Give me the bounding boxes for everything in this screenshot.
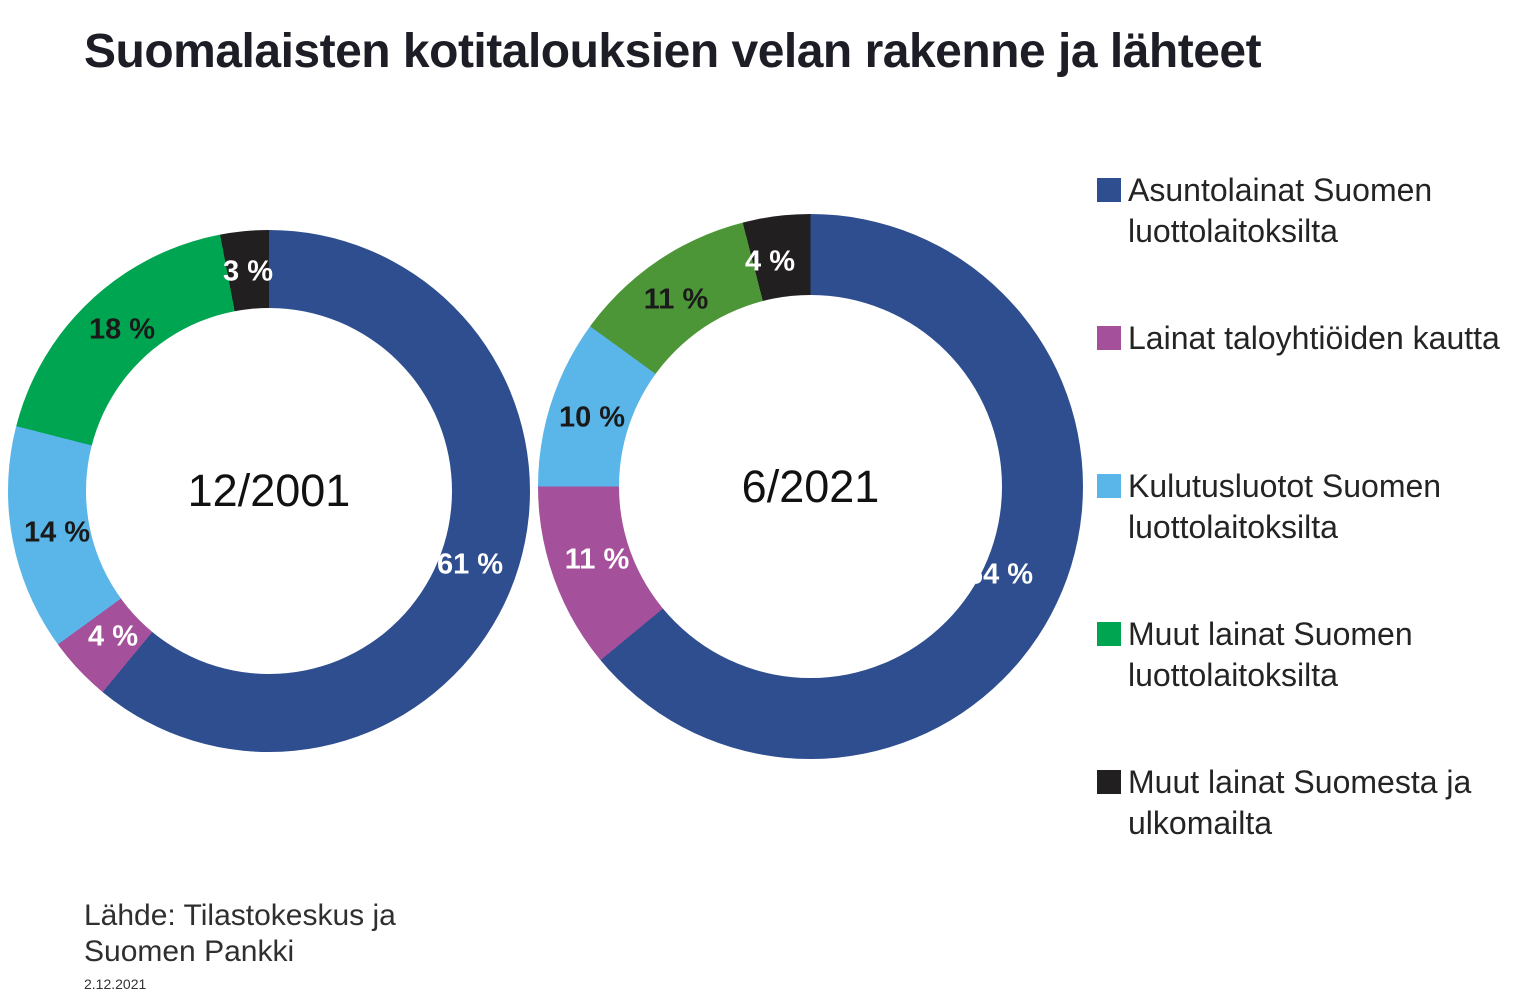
legend-item-taloyhtiolainat: Lainat taloyhtiöiden kautta — [1097, 318, 1510, 359]
legend-label-muut-suomesta-ulkomailta: Muut lainat Suomesta ja ulkomailta — [1128, 764, 1472, 841]
legend-swatch-blue-icon — [1097, 178, 1121, 202]
donut-chart-6-2021: 6/2021 64 % 11 % 10 % 11 % 4 % — [538, 214, 1083, 759]
slice-label-kulutusluotot: 14 % — [23, 516, 91, 549]
date-note: 2.12.2021 — [84, 976, 147, 992]
donut-center-label-6-2021: 6/2021 — [741, 460, 880, 512]
slice-label-muut-suomesta-ulkomailta: 4 % — [745, 245, 795, 278]
legend-item-muut-lainat: Muut lainat Suomen luottolaitoksilta — [1097, 614, 1510, 696]
legend-item-muut-suomesta-ulkomailta: Muut lainat Suomesta ja ulkomailta — [1097, 762, 1510, 844]
donut-chart-12-2001: 12/2001 61 % 4 % 14 % 18 % 3 % — [8, 230, 530, 752]
slice-label-kulutusluotot: 10 % — [558, 401, 626, 434]
legend-swatch-green-icon — [1097, 622, 1121, 646]
legend-label-asuntolainat: Asuntolainat Suomen luottolaitoksilta — [1128, 172, 1433, 249]
slice-label-muut-lainat: 18 % — [88, 313, 156, 346]
legend-item-asuntolainat: Asuntolainat Suomen luottolaitoksilta — [1097, 170, 1510, 252]
legend-swatch-purple-icon — [1097, 326, 1121, 350]
legend-label-taloyhtiolainat: Lainat taloyhtiöiden kautta — [1128, 320, 1500, 356]
legend-label-kulutusluotot: Kulutusluotot Suomen luottolaitoksilta — [1128, 468, 1442, 545]
chart-title: Suomalaisten kotitalouksien velan rakenn… — [84, 25, 1262, 78]
slice-label-taloyhtiolainat: 4 % — [88, 620, 138, 653]
slice-label-asuntolainat: 61 % — [436, 548, 504, 581]
legend-label-muut-lainat: Muut lainat Suomen luottolaitoksilta — [1128, 616, 1413, 693]
slice-label-muut-suomesta-ulkomailta: 3 % — [223, 255, 273, 288]
slice-label-taloyhtiolainat: 11 % — [564, 543, 630, 576]
legend-swatch-lightblue-icon — [1097, 474, 1121, 498]
slice-label-asuntolainat: 64 % — [966, 558, 1034, 591]
donut-hole: 12/2001 — [86, 308, 452, 674]
legend-swatch-black-icon — [1097, 770, 1121, 794]
donut-hole: 6/2021 — [619, 295, 1002, 678]
legend-item-kulutusluotot: Kulutusluotot Suomen luottolaitoksilta — [1097, 466, 1510, 548]
slice-label-muut-lainat: 11 % — [643, 283, 709, 316]
donut-center-label-12-2001: 12/2001 — [187, 465, 351, 516]
source-note: Lähde: Tilastokeskus ja Suomen Pankki — [84, 899, 396, 968]
